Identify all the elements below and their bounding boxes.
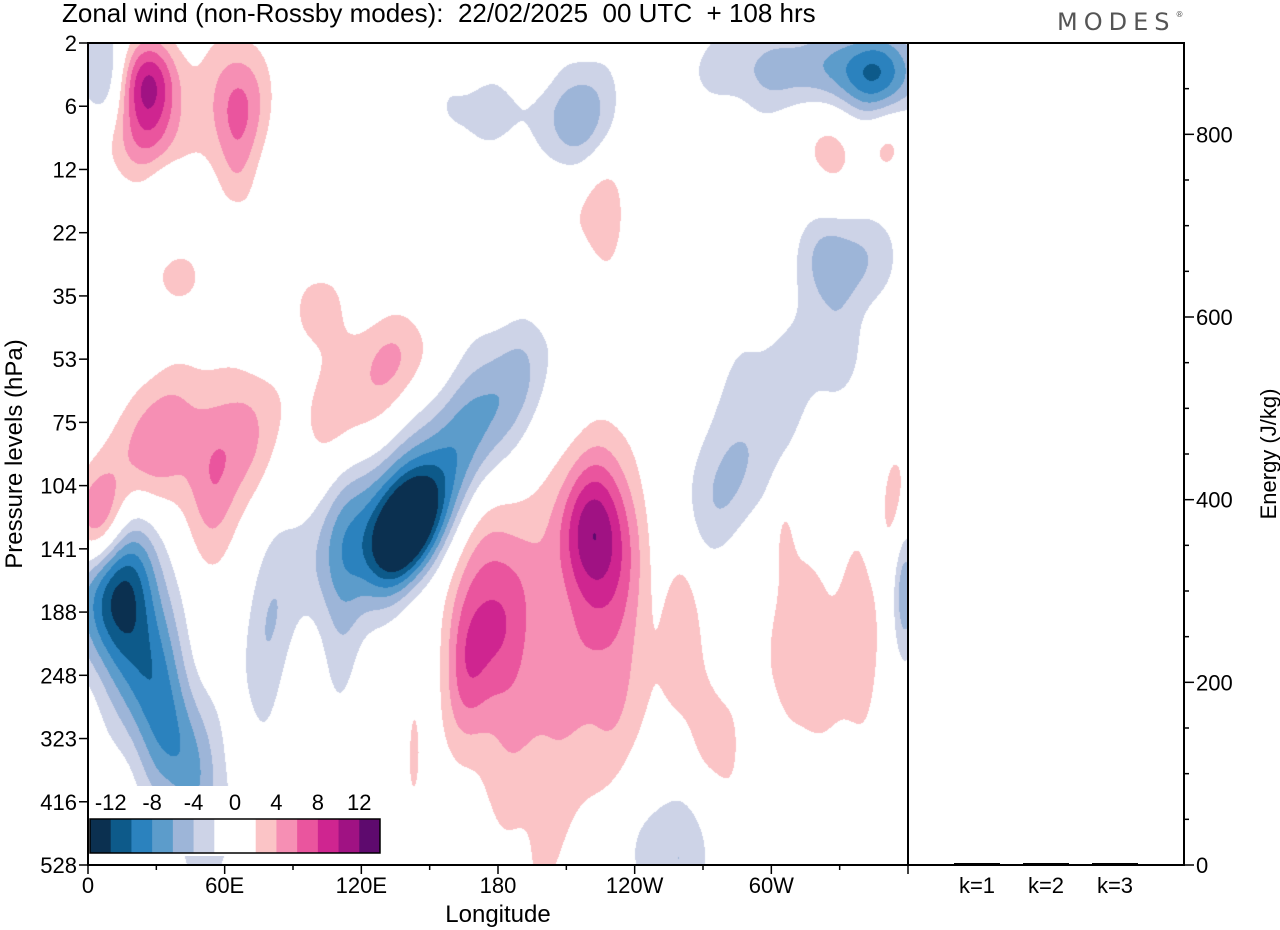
- energy-panel-frame: [907, 42, 1185, 866]
- colorbar-label: 0: [229, 790, 241, 815]
- y-tick-label: 323: [40, 727, 77, 752]
- energy-tick-label: 600: [1196, 305, 1233, 330]
- colorbar-swatch: [131, 819, 153, 853]
- colorbar-label: 4: [270, 790, 282, 815]
- energy-category-label: k=3: [1097, 873, 1133, 898]
- energy-axis: 0 200 400 600 800: [1184, 87, 1233, 878]
- colorbar-swatch: [90, 819, 112, 853]
- colorbar-swatch: [317, 819, 340, 853]
- colorbar-swatch: [110, 819, 132, 853]
- energy-tick-label: 400: [1196, 488, 1233, 513]
- energy-category-label: k=2: [1028, 873, 1064, 898]
- y-tick-label: 528: [40, 853, 77, 878]
- x-tick-label: 60E: [205, 873, 244, 898]
- colorbar-swatch: [193, 819, 215, 853]
- y-tick-label: 2: [65, 31, 77, 56]
- colorbar-label: 12: [347, 790, 371, 815]
- y-tick-label: 104: [40, 474, 77, 499]
- y-tick-label: 35: [53, 284, 77, 309]
- colorbar-swatch: [172, 819, 195, 853]
- x-tick-label: 120W: [606, 873, 664, 898]
- colorbar-label: -4: [184, 790, 204, 815]
- colorbar-label: 8: [312, 790, 324, 815]
- y-axis-label: Pressure levels (hPa): [1, 339, 28, 568]
- logo-text: MODES: [1057, 8, 1176, 36]
- x-tick-label: 0: [82, 873, 94, 898]
- x-tick-label: 180: [480, 873, 517, 898]
- colorbar-swatch: [359, 819, 381, 853]
- energy-axis-label: Energy (J/kg): [1256, 389, 1280, 520]
- colorbar-swatch: [255, 819, 277, 853]
- energy-tick-label: 200: [1196, 670, 1233, 695]
- colorbar-swatch: [152, 819, 174, 853]
- x-tick-label: 60W: [749, 873, 794, 898]
- x-axis: 0 60E 120E 180 120W 60W: [82, 865, 909, 898]
- colorbar-swatch: [235, 819, 257, 853]
- colorbar-label: -8: [142, 790, 162, 815]
- energy-bar: [1092, 863, 1138, 865]
- registered-mark-icon: ®: [1175, 10, 1184, 19]
- colorbar-swatch: [297, 819, 319, 853]
- energy-bar: [1023, 863, 1069, 865]
- y-tick-label: 12: [53, 157, 77, 182]
- colorbar-swatch: [276, 819, 298, 853]
- colorbar: -12 -8 -4 0 4 8 12: [88, 786, 382, 856]
- colorbar-frame: [89, 818, 381, 854]
- y-tick-label: 6: [65, 94, 77, 119]
- y-axis: 2 6 12 22 35 53 75 104 141 188 248 323 416 528: [40, 31, 88, 878]
- y-tick-label: 248: [40, 663, 77, 688]
- colorbar-swatch: [338, 819, 360, 853]
- energy-bar: [954, 863, 1000, 865]
- y-tick-label: 188: [40, 600, 77, 625]
- energy-bars: k=1 k=2 k=3: [954, 863, 1138, 898]
- heatmap-field: [88, 43, 908, 865]
- y-tick-label: 22: [53, 221, 77, 246]
- energy-tick-label: 800: [1196, 122, 1233, 147]
- chart-title: Zonal wind (non-Rossby modes): 22/02/202…: [62, 0, 816, 28]
- y-tick-label: 141: [40, 537, 77, 562]
- x-tick-label: 120E: [336, 873, 387, 898]
- y-tick-label: 53: [53, 347, 77, 372]
- colorbar-swatch: [214, 819, 236, 853]
- y-tick-label: 75: [53, 410, 77, 435]
- y-tick-label: 416: [40, 790, 77, 815]
- heatmap-layer: [88, 43, 908, 865]
- energy-category-label: k=1: [959, 873, 995, 898]
- energy-tick-label: 0: [1196, 853, 1208, 878]
- colorbar-label: -12: [95, 790, 127, 815]
- modes-logo: MODES®: [1057, 8, 1183, 36]
- x-axis-label: Longitude: [445, 901, 550, 928]
